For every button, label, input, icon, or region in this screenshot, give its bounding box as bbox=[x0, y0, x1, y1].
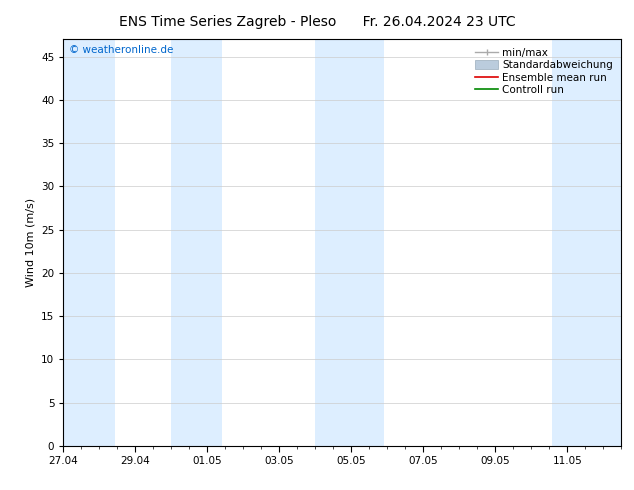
Y-axis label: Wind 10m (m/s): Wind 10m (m/s) bbox=[25, 198, 36, 287]
Text: © weatheronline.de: © weatheronline.de bbox=[69, 45, 173, 55]
Text: ENS Time Series Zagreb - Pleso      Fr. 26.04.2024 23 UTC: ENS Time Series Zagreb - Pleso Fr. 26.04… bbox=[119, 15, 515, 29]
Legend: min/max, Standardabweichung, Ensemble mean run, Controll run: min/max, Standardabweichung, Ensemble me… bbox=[472, 45, 616, 98]
Bar bbox=[171, 39, 223, 446]
Bar bbox=[552, 39, 621, 446]
Bar bbox=[315, 39, 384, 446]
Bar bbox=[63, 39, 115, 446]
